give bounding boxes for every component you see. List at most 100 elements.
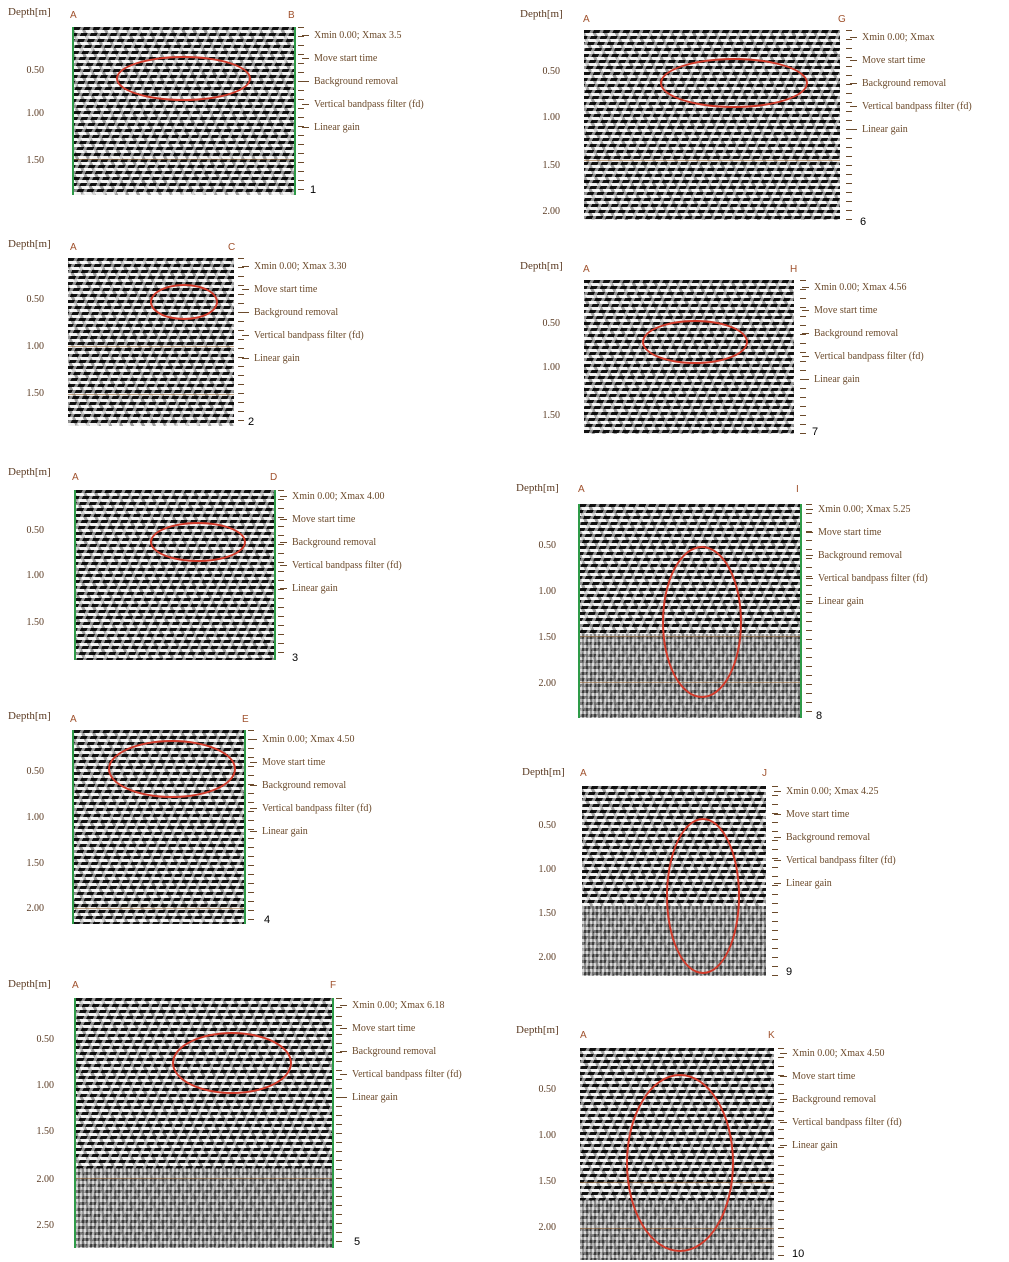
depth-tick: 1.00 [542, 112, 561, 123]
depth-axis-title: Depth[m] [8, 6, 51, 18]
radargram-image [68, 258, 234, 426]
depth-tick: 1.50 [26, 617, 45, 628]
depth-tick: 0.50 [538, 1084, 557, 1095]
radargram-image [580, 1048, 774, 1260]
depth-tick: 0.50 [26, 766, 45, 777]
depth-tick: 0.50 [542, 318, 561, 329]
depth-tick: 2.00 [538, 1222, 557, 1233]
depth-tick: 0.50 [542, 66, 561, 77]
start-label: A [580, 768, 587, 779]
depth-tick: 1.00 [542, 362, 561, 373]
radargram-image [584, 280, 794, 434]
end-label: D [270, 472, 278, 483]
anomaly-ellipse [660, 58, 808, 108]
start-label: A [583, 264, 590, 275]
processing-legend: Xmin 0.00; Xmax 4.25 Move start time Bac… [774, 780, 896, 895]
processing-legend: Xmin 0.00; Xmax 6.18 Move start time Bac… [340, 994, 462, 1109]
depth-tick: 1.00 [26, 108, 45, 119]
depth-axis-title: Depth[m] [8, 238, 51, 250]
panel-number: 4 [264, 914, 271, 926]
end-label: J [762, 768, 767, 779]
depth-tick: 1.50 [26, 155, 45, 166]
panel-number: 1 [310, 184, 317, 196]
panel-number: 3 [292, 652, 299, 664]
depth-tick: 1.50 [538, 908, 557, 919]
anomaly-ellipse [108, 740, 236, 798]
start-label: A [580, 1030, 587, 1041]
depth-tick: 2.00 [26, 903, 45, 914]
depth-tick: 0.50 [26, 65, 45, 76]
processing-legend: Xmin 0.00; Xmax 4.50 Move start time Bac… [780, 1042, 902, 1157]
anomaly-ellipse [642, 320, 748, 364]
anomaly-ellipse [116, 56, 251, 101]
depth-axis-title: Depth[m] [8, 710, 51, 722]
depth-tick: 1.00 [538, 864, 557, 875]
panel-number: 5 [354, 1236, 361, 1248]
depth-tick: 1.50 [36, 1126, 55, 1137]
depth-tick: 1.00 [538, 586, 557, 597]
depth-axis-title: Depth[m] [516, 1024, 559, 1036]
depth-tick: 0.50 [26, 525, 45, 536]
radargram-image [72, 27, 296, 195]
anomaly-ellipse [626, 1074, 734, 1252]
anomaly-ellipse [172, 1032, 292, 1094]
end-label: H [790, 264, 798, 275]
panel-number: 2 [248, 416, 255, 428]
radargram-image [584, 30, 840, 220]
panel-number: 8 [816, 710, 823, 722]
depth-tick: 1.00 [26, 341, 45, 352]
start-label: A [72, 472, 79, 483]
radargram-image [74, 998, 334, 1248]
processing-legend: Xmin 0.00; Xmax 4.50 Move start time Bac… [250, 728, 372, 843]
radargram-image [578, 504, 802, 718]
processing-legend: Xmin 0.00; Xmax 5.25 Move start time Bac… [806, 498, 928, 613]
anomaly-ellipse [150, 284, 218, 320]
depth-axis-title: Depth[m] [522, 766, 565, 778]
depth-tick: 0.50 [538, 540, 557, 551]
depth-tick: 1.00 [26, 812, 45, 823]
anomaly-ellipse [662, 546, 742, 698]
processing-legend: Xmin 0.00; Xmax 3.5 Move start time Back… [302, 24, 424, 139]
start-label: A [583, 14, 590, 25]
processing-legend: Xmin 0.00; Xmax Move start time Backgrou… [850, 26, 972, 141]
end-label: B [288, 10, 295, 21]
start-label: A [578, 484, 585, 495]
depth-tick: 1.00 [36, 1080, 55, 1091]
depth-axis-title: Depth[m] [516, 482, 559, 494]
depth-tick: 2.50 [36, 1220, 55, 1231]
depth-axis-title: Depth[m] [520, 8, 563, 20]
depth-tick: 0.50 [36, 1034, 55, 1045]
depth-tick: 1.50 [542, 160, 561, 171]
end-label: I [796, 484, 799, 495]
depth-tick: 1.00 [26, 570, 45, 581]
depth-tick: 1.00 [538, 1130, 557, 1141]
depth-tick: 1.50 [542, 410, 561, 421]
depth-tick: 1.50 [538, 632, 557, 643]
depth-tick: 0.50 [26, 294, 45, 305]
panel-number: 10 [792, 1248, 805, 1260]
end-label: C [228, 242, 236, 253]
depth-tick: 2.00 [538, 952, 557, 963]
panel-number: 6 [860, 216, 867, 228]
anomaly-ellipse [150, 522, 246, 562]
depth-tick: 2.00 [36, 1174, 55, 1185]
start-label: A [72, 980, 79, 991]
processing-legend: Xmin 0.00; Xmax 3.30 Move start time Bac… [242, 255, 364, 370]
depth-axis-title: Depth[m] [8, 978, 51, 990]
radargram-image [72, 730, 246, 924]
start-label: A [70, 242, 77, 253]
start-label: A [70, 10, 77, 21]
end-label: G [838, 14, 846, 25]
panel-number: 7 [812, 426, 819, 438]
end-label: F [330, 980, 337, 991]
end-label: K [768, 1030, 775, 1041]
depth-axis-title: Depth[m] [520, 260, 563, 272]
anomaly-ellipse [666, 818, 740, 974]
start-label: A [70, 714, 77, 725]
depth-tick: 1.50 [26, 858, 45, 869]
depth-tick: 1.50 [538, 1176, 557, 1187]
depth-axis-title: Depth[m] [8, 466, 51, 478]
end-label: E [242, 714, 249, 725]
radargram-image [582, 786, 766, 976]
radargram-image [74, 490, 276, 660]
